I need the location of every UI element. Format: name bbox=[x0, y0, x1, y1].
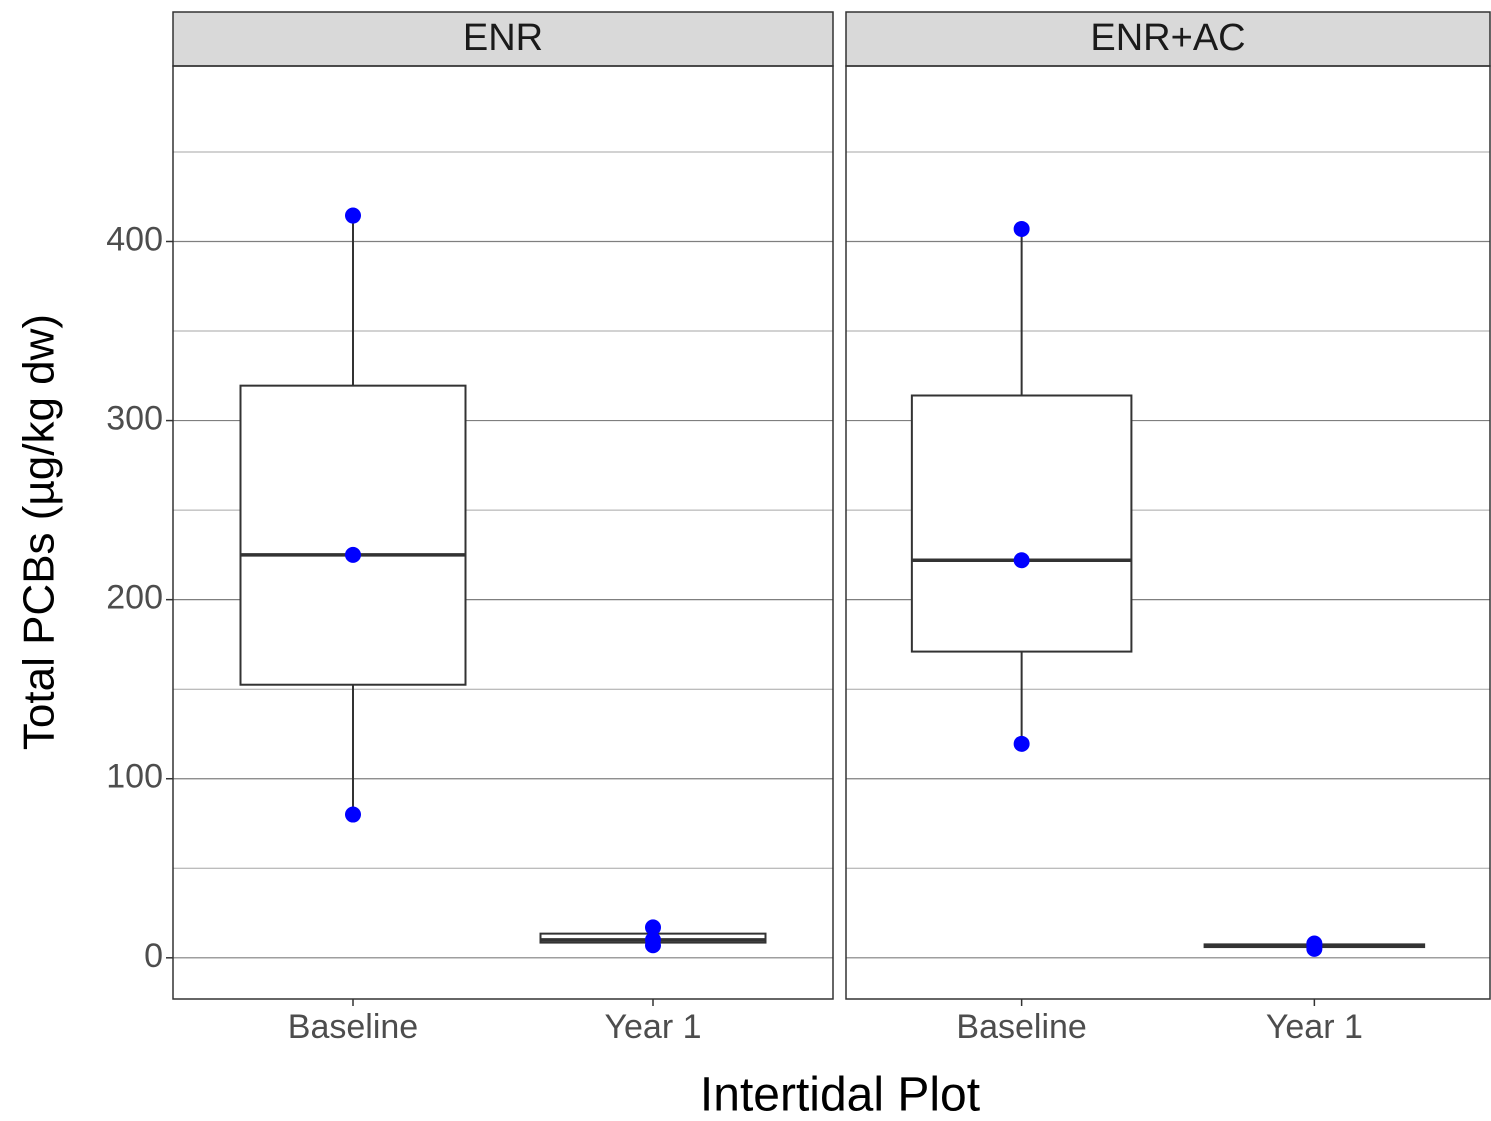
strip bbox=[172, 11, 834, 67]
panel-title: ENR+AC bbox=[1090, 17, 1245, 59]
x-tick-label: Year 1 bbox=[1266, 1008, 1363, 1046]
panel-border bbox=[845, 65, 1491, 1000]
y-tick-label: 400 bbox=[106, 220, 163, 258]
data-point bbox=[1013, 735, 1030, 752]
data-point bbox=[645, 919, 661, 936]
data-point bbox=[345, 207, 361, 224]
box bbox=[910, 394, 1133, 653]
panel-title: ENR bbox=[463, 17, 543, 59]
x-tick-label: Baseline bbox=[956, 1008, 1086, 1046]
y-tick-label: 200 bbox=[106, 579, 163, 617]
data-point bbox=[345, 546, 361, 563]
panel-border bbox=[172, 65, 834, 1000]
y-axis-label: Total PCBs (µg/kg dw) bbox=[15, 314, 64, 750]
y-tick-label: 0 bbox=[144, 937, 163, 975]
y-tick-label: 100 bbox=[106, 758, 163, 796]
box bbox=[239, 384, 467, 686]
data-point bbox=[345, 806, 361, 823]
x-tick-label: Year 1 bbox=[604, 1008, 701, 1046]
x-tick-label: Baseline bbox=[288, 1008, 418, 1046]
data-point bbox=[1013, 220, 1030, 237]
data-point bbox=[1013, 552, 1030, 569]
data-point bbox=[645, 937, 661, 954]
strip bbox=[845, 11, 1491, 67]
x-axis-label: Intertidal Plot bbox=[700, 1069, 980, 1121]
data-point bbox=[1306, 940, 1323, 957]
y-tick-label: 300 bbox=[106, 400, 163, 438]
